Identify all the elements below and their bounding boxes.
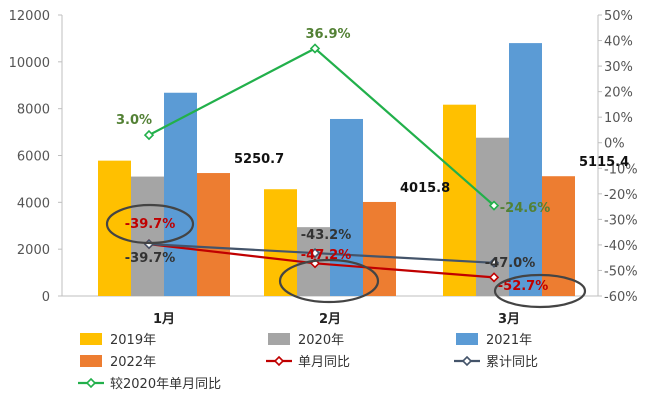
- legend-swatch: [80, 355, 102, 367]
- line-value-label: -39.7%: [125, 217, 176, 232]
- line-value-label: 3.0%: [116, 113, 152, 128]
- legend-label: 2022年: [110, 355, 156, 370]
- category-label: 3月: [498, 312, 520, 327]
- legend-item: 较2020年单月同比: [78, 377, 221, 392]
- legend-marker: [273, 355, 285, 367]
- bar: [164, 92, 197, 296]
- right-tick-label: -40%: [604, 239, 638, 254]
- highlight-ellipse: [105, 203, 195, 245]
- legend-item: 2022年: [80, 355, 156, 370]
- line-point: [309, 247, 321, 259]
- bar: [197, 173, 230, 296]
- right-tick-label: 50%: [604, 9, 633, 24]
- line-value-label: 36.9%: [305, 27, 350, 42]
- bar: [476, 137, 509, 296]
- right-tick-label: 0%: [604, 137, 625, 152]
- bar: [363, 201, 396, 296]
- bar: [443, 104, 476, 296]
- right-tick-label: 20%: [604, 86, 633, 101]
- axes: 0 2000 4000 6000 8000 10000 12000 -60% -50% -40% -…: [9, 9, 638, 327]
- line-point: [309, 43, 321, 54]
- bar: [131, 176, 164, 296]
- right-tick-label: 10%: [604, 111, 633, 126]
- bars: [98, 43, 575, 296]
- line-point: [488, 272, 500, 283]
- bar: [98, 160, 131, 296]
- left-tick-label: 12000: [9, 9, 50, 24]
- legend-label: 较2020年单月同比: [110, 377, 221, 392]
- legend-item: 2021年: [456, 333, 532, 348]
- bar-value-label: 4015.8: [400, 181, 450, 196]
- line-value-label: -39.7%: [125, 251, 176, 266]
- legend-label: 2019年: [110, 333, 156, 348]
- left-tick-label: 0: [42, 290, 50, 305]
- right-tick-label: 40%: [604, 35, 633, 50]
- line-value-label: -43.2%: [301, 228, 352, 243]
- highlight-ellipse: [278, 258, 380, 304]
- left-tick-label: 10000: [9, 56, 50, 71]
- legend-item: 2020年: [268, 333, 344, 348]
- left-tick-label: 4000: [17, 196, 50, 211]
- legend-marker: [461, 355, 473, 367]
- right-tick-label: -50%: [604, 264, 638, 279]
- left-tick-label: 2000: [17, 243, 50, 258]
- data-labels: 5250.7 4015.8 5115.4 -39.7% -47.2% -52.7% -39.…: [116, 27, 629, 294]
- highlight-ellipse: [493, 273, 587, 309]
- right-tick-label: -20%: [604, 188, 638, 203]
- line-value-label: -52.7%: [498, 279, 549, 294]
- bar: [509, 43, 542, 296]
- legend-item: 2019年: [80, 333, 156, 348]
- category-label: 2月: [319, 312, 341, 327]
- right-tick-label: -30%: [604, 213, 638, 228]
- left-tick-label: 6000: [17, 150, 50, 165]
- right-tick-label: 30%: [604, 60, 633, 75]
- line-value-label: -47.0%: [485, 256, 536, 271]
- line-point: [488, 200, 500, 211]
- bar: [330, 118, 363, 296]
- legend-swatch: [80, 333, 102, 345]
- category-label: 1月: [153, 312, 175, 327]
- legend-label: 累计同比: [486, 355, 538, 370]
- line-value-label: -47.2%: [301, 248, 352, 263]
- right-tick-label: -10%: [604, 162, 638, 177]
- legend-item: 累计同比: [454, 355, 538, 370]
- highlight-ellipses: [105, 203, 587, 309]
- line-value-label: -24.6%: [500, 201, 551, 216]
- legend-swatch: [268, 333, 290, 345]
- legend-label: 2020年: [298, 333, 344, 348]
- legend-swatch: [456, 333, 478, 345]
- line-point: [143, 129, 155, 141]
- legend-item: 单月同比: [266, 355, 350, 370]
- line-point: [488, 257, 500, 268]
- legend-marker: [85, 377, 97, 389]
- bar-value-label: 5250.7: [234, 152, 284, 167]
- legend-label: 2021年: [486, 333, 532, 348]
- left-tick-label: 8000: [17, 103, 50, 118]
- right-tick-label: -60%: [604, 290, 638, 305]
- legend-label: 单月同比: [298, 355, 350, 370]
- bar-value-label: 5115.4: [579, 155, 629, 170]
